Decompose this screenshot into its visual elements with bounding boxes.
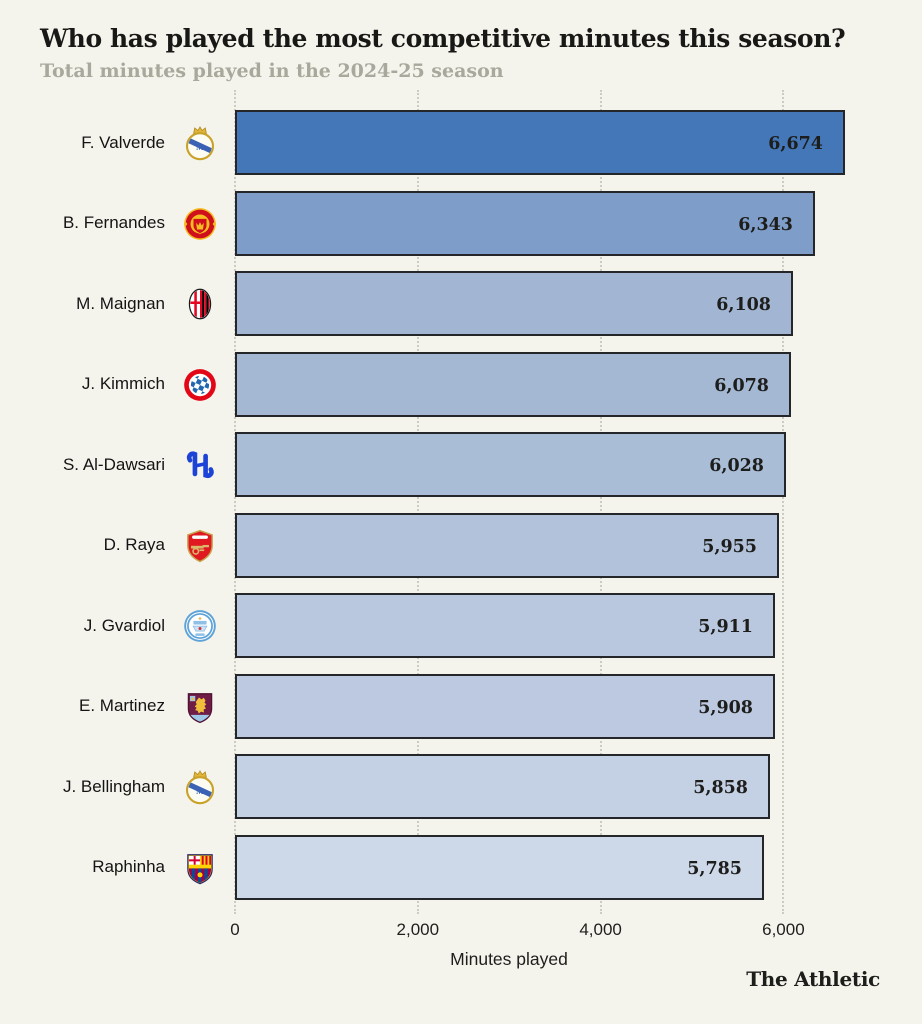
x-tick-label: 0 [230,920,240,939]
bar-row: S. Al-Dawsari 6,028 [0,432,922,497]
player-name: J. Kimmich [81,374,165,393]
player-name: J. Gvardiol [83,615,165,635]
minutes-bar: 6,078 [235,351,791,417]
gridline-0 [234,90,236,914]
x-tick-label: 6,000 [762,920,805,939]
page-title: Who has played the most competitive minu… [40,24,846,53]
man-city-crest-icon [181,607,219,645]
page-subtitle: Total minutes played in the 2024-25 seas… [40,60,504,82]
minutes-bar: 6,674 [235,110,845,175]
man-united-crest-icon [181,205,219,243]
player-name: S. Al-Dawsari [62,454,165,474]
bar-value-label: 5,908 [698,697,753,718]
real-madrid-crest-icon: M [181,124,219,162]
bar-row: D. Raya 5,955 [0,512,922,578]
bar-value-label: 5,858 [693,778,748,798]
minutes-bar: 5,911 [235,593,775,658]
minutes-bar: 6,028 [235,432,786,497]
x-tick-label: 4,000 [579,920,622,939]
bar-row: J. Bellingham M 5,858 [0,754,922,819]
bar-row: E. Martinez 5,908 [0,673,922,739]
bar-row: B. Fernandes 6,343 [0,190,922,256]
player-name: M. Maignan [76,293,165,313]
bar-value-label: 6,078 [714,375,769,396]
bar-row: Raphinha 5,785 [0,834,922,900]
minutes-bar: 5,785 [235,834,764,900]
minutes-bar: 5,908 [235,673,775,739]
bar-row: M. Maignan 6,108 [0,271,922,336]
bar-row: J. Kimmich 6,078 [0,351,922,417]
player-name: E. Martinez [79,696,165,715]
al-hilal-crest-icon [181,446,219,484]
bar-value-label: 6,343 [738,214,793,235]
real-madrid-crest-icon: M [181,768,219,806]
bar-value-label: 6,108 [716,295,771,315]
minutes-bar: 5,858 [235,754,770,819]
gridline-6000 [782,90,785,914]
publisher-wordmark: The Athletic [746,967,880,991]
minutes-bar: 5,955 [235,512,779,578]
bar-value-label: 5,955 [702,536,757,557]
barcelona-crest-icon [181,849,219,887]
bar-value-label: 6,674 [768,134,823,154]
player-name: D. Raya [103,535,165,554]
player-name: Raphinha [92,857,165,876]
svg-text:M: M [196,786,204,796]
gridline-4000 [599,90,602,914]
bar-value-label: 6,028 [709,456,764,476]
svg-text:M: M [196,142,204,152]
bar-row: F. Valverde M 6,674 [0,110,922,175]
bar-row: J. Gvardiol 5,911 [0,593,922,658]
player-name: J. Bellingham [62,776,165,796]
player-name: B. Fernandes [62,213,165,232]
minutes-bar: 6,108 [235,271,793,336]
x-tick-label: 2,000 [396,920,440,939]
minutes-bar: 6,343 [235,190,815,256]
x-axis-label: Minutes played [450,949,568,969]
aston-villa-crest-icon [181,688,219,726]
player-name: F. Valverde [81,132,165,152]
bar-value-label: 5,911 [698,617,753,637]
gridline-2000 [416,90,419,914]
bar-value-label: 5,785 [687,858,742,879]
arsenal-crest-icon [181,527,219,565]
bayern-crest-icon [181,366,219,404]
ac-milan-crest-icon [181,285,219,323]
